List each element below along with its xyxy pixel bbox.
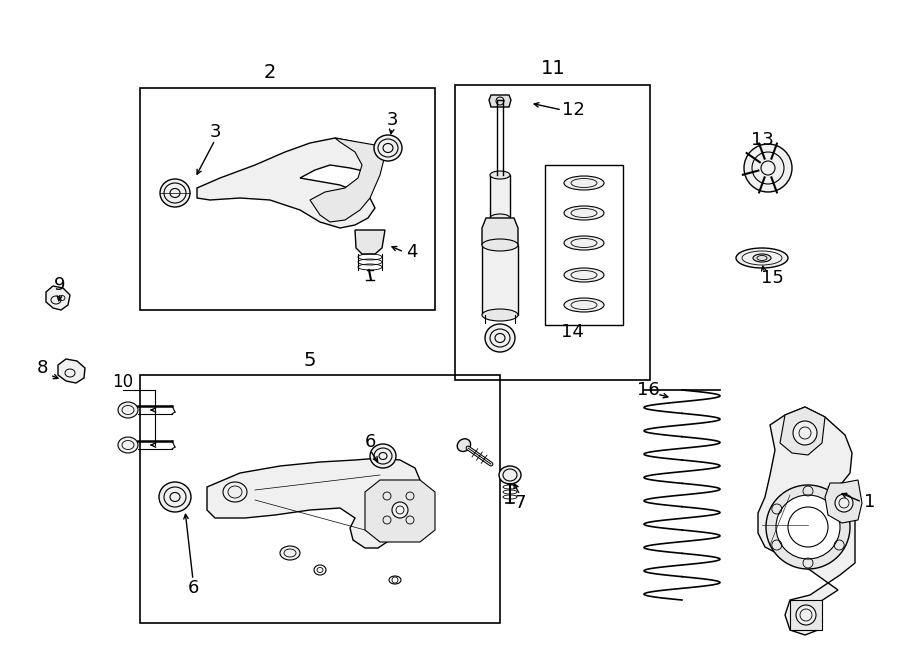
Ellipse shape bbox=[485, 324, 515, 352]
Text: 14: 14 bbox=[561, 323, 583, 341]
Ellipse shape bbox=[457, 439, 471, 451]
Text: 12: 12 bbox=[562, 101, 584, 119]
Text: 2: 2 bbox=[264, 63, 276, 81]
Bar bbox=[545, 165, 623, 325]
Polygon shape bbox=[490, 175, 510, 218]
Text: 4: 4 bbox=[406, 243, 418, 261]
Polygon shape bbox=[482, 218, 518, 245]
Text: 5: 5 bbox=[304, 350, 316, 369]
Text: 13: 13 bbox=[751, 131, 773, 149]
Ellipse shape bbox=[374, 135, 402, 161]
Ellipse shape bbox=[564, 268, 604, 282]
Text: 3: 3 bbox=[209, 123, 220, 141]
Bar bbox=[140, 375, 500, 623]
Ellipse shape bbox=[753, 254, 771, 262]
Ellipse shape bbox=[490, 171, 510, 179]
Circle shape bbox=[766, 485, 850, 569]
Polygon shape bbox=[825, 480, 862, 523]
Text: 9: 9 bbox=[54, 276, 66, 294]
Ellipse shape bbox=[736, 248, 788, 268]
Ellipse shape bbox=[499, 466, 521, 484]
Circle shape bbox=[835, 494, 853, 512]
Circle shape bbox=[796, 605, 816, 625]
Polygon shape bbox=[780, 407, 825, 455]
Bar bbox=[455, 85, 650, 380]
Circle shape bbox=[744, 144, 792, 192]
Ellipse shape bbox=[223, 482, 247, 502]
Ellipse shape bbox=[280, 546, 300, 560]
Ellipse shape bbox=[564, 206, 604, 220]
Ellipse shape bbox=[564, 176, 604, 190]
Polygon shape bbox=[758, 407, 855, 635]
Polygon shape bbox=[790, 600, 822, 630]
Ellipse shape bbox=[160, 179, 190, 207]
Text: 3: 3 bbox=[386, 111, 398, 129]
Polygon shape bbox=[482, 245, 518, 315]
Text: 8: 8 bbox=[36, 359, 48, 377]
Ellipse shape bbox=[482, 309, 518, 321]
Text: 1: 1 bbox=[864, 493, 876, 511]
Ellipse shape bbox=[118, 437, 138, 453]
Text: 10: 10 bbox=[112, 373, 133, 391]
Polygon shape bbox=[58, 359, 85, 383]
Circle shape bbox=[776, 495, 840, 559]
Polygon shape bbox=[365, 480, 435, 542]
Ellipse shape bbox=[564, 236, 604, 250]
Ellipse shape bbox=[482, 239, 518, 251]
Text: 11: 11 bbox=[541, 59, 565, 77]
Polygon shape bbox=[197, 138, 375, 228]
Text: 6: 6 bbox=[187, 579, 199, 597]
Text: 15: 15 bbox=[760, 269, 783, 287]
Polygon shape bbox=[46, 286, 70, 310]
Text: 6: 6 bbox=[364, 433, 375, 451]
Polygon shape bbox=[207, 458, 420, 548]
Circle shape bbox=[793, 421, 817, 445]
Text: 16: 16 bbox=[636, 381, 660, 399]
Ellipse shape bbox=[118, 402, 138, 418]
Ellipse shape bbox=[159, 482, 191, 512]
Ellipse shape bbox=[370, 444, 396, 468]
Text: 7: 7 bbox=[514, 494, 526, 512]
Ellipse shape bbox=[490, 214, 510, 222]
Polygon shape bbox=[310, 138, 385, 222]
Ellipse shape bbox=[564, 298, 604, 312]
Polygon shape bbox=[489, 95, 511, 107]
Bar bbox=[140, 88, 435, 310]
Circle shape bbox=[392, 502, 408, 518]
Polygon shape bbox=[355, 230, 385, 254]
